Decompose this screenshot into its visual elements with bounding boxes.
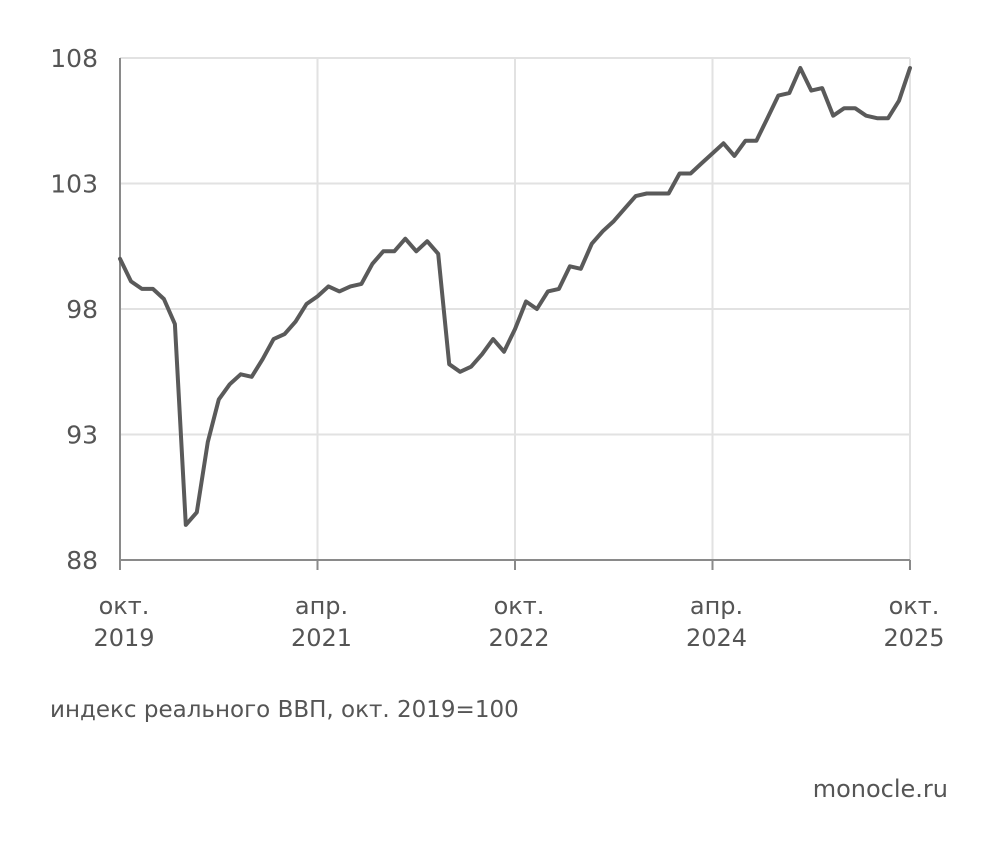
x-tick-year: 2025: [883, 624, 944, 652]
x-tick-month: окт.: [889, 592, 940, 620]
y-tick-labels: 108 103 98 93 88: [50, 44, 98, 575]
y-tick-label: 108: [50, 44, 98, 73]
x-tick-month: апр.: [295, 592, 348, 620]
gdp-line-chart: 108 103 98 93 88 окт. 2019 апр. 2021 окт. 2022 апр…: [50, 44, 944, 652]
y-tick-label: 88: [66, 546, 98, 575]
x-tick-month: окт.: [494, 592, 545, 620]
x-tick-month: апр.: [690, 592, 743, 620]
chart-caption: индекс реального ВВП, окт. 2019=100: [50, 697, 519, 723]
x-tick-year: 2022: [488, 624, 549, 652]
source-credit: monocle.ru: [812, 775, 948, 803]
y-tick-label: 103: [50, 170, 98, 199]
x-tick-month: окт.: [99, 592, 150, 620]
y-tick-label: 98: [66, 295, 98, 324]
x-tick-labels: окт. 2019 апр. 2021 окт. 2022 апр. 2024 окт. 2025: [93, 592, 944, 652]
series-layer: [118, 66, 912, 527]
x-tick-year: 2024: [686, 624, 747, 652]
x-tick-year: 2019: [93, 624, 154, 652]
axes: [119, 58, 911, 570]
y-tick-label: 93: [66, 421, 98, 450]
x-tick-year: 2021: [291, 624, 352, 652]
